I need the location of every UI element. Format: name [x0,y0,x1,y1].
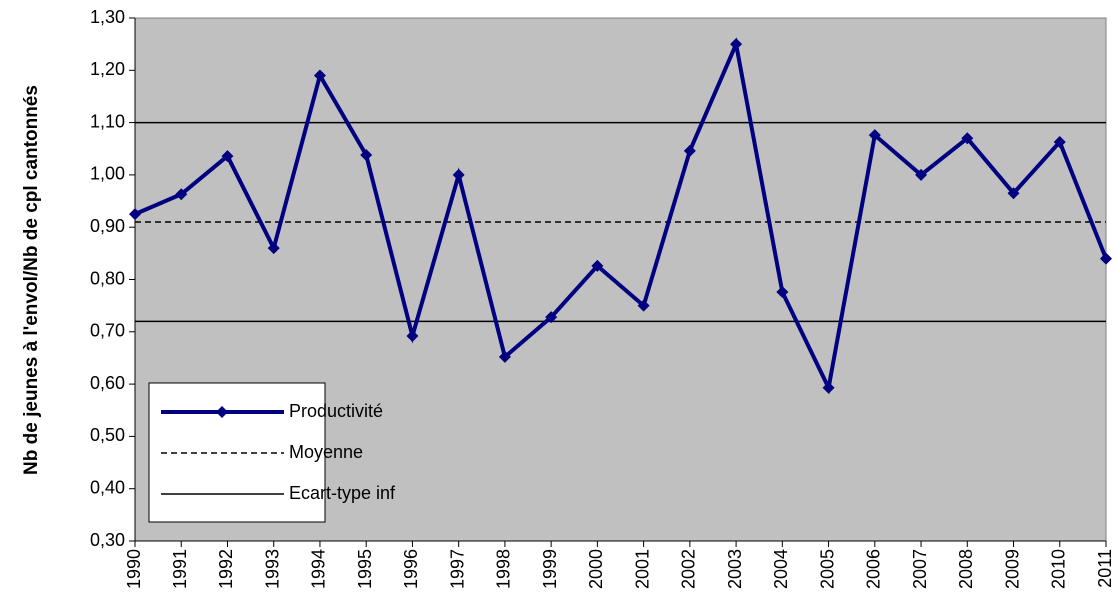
y-tick-label: 1,00 [90,164,125,184]
x-tick-label: 1992 [216,549,236,589]
y-tick-label: 0,80 [90,268,125,288]
point [637,299,650,312]
legend-label: Moyenne [289,442,363,462]
x-tick-label: 1998 [494,549,514,589]
point [868,129,881,142]
x-tick-label: 2006 [864,549,884,589]
x-tick-label: 2004 [771,549,791,589]
point [683,144,696,157]
point [129,208,141,221]
point [221,150,234,163]
x-tick-label: 2009 [1002,549,1022,589]
legend-label: Ecart-type inf [289,483,396,503]
y-tick-label: 0,90 [90,216,125,236]
point [776,286,789,299]
x-tick-label: 2000 [586,549,606,589]
x-tick-label: 2005 [817,549,837,589]
legend-label: Productivité [289,401,383,421]
y-axis-label: Nb de jeunes à l'envol/Nb de cpl cantonn… [21,85,42,475]
x-tick-label: 2008 [956,549,976,589]
point [591,259,604,272]
point [961,132,974,145]
x-tick-label: 1993 [262,549,282,589]
point [1053,135,1066,148]
point [1100,252,1112,265]
y-tick-label: 1,10 [90,111,125,131]
legend-marker [216,406,228,418]
x-tick-label: 2011 [1095,549,1115,588]
x-tick-label: 2003 [725,549,745,589]
point [406,329,419,342]
x-tick-label: 1996 [401,549,421,589]
y-tick-label: 1,30 [90,7,125,27]
y-tick-label: 0,60 [90,373,125,393]
point [313,69,326,82]
x-tick-label: 1991 [170,549,190,589]
point [730,38,743,51]
x-tick-label: 2001 [632,549,652,589]
y-tick-label: 1,20 [90,59,125,79]
point [1007,187,1020,200]
y-tick-label: 0,70 [90,321,125,341]
x-tick-label: 1997 [447,549,467,589]
point [267,242,280,255]
series-line [134,37,1108,395]
point [360,149,373,162]
point [915,168,928,181]
x-tick-label: 2007 [910,549,930,589]
point [545,311,558,324]
y-tick-label: 0,50 [90,425,125,445]
point [452,168,465,181]
point [175,188,188,201]
x-tick-label: 2010 [1049,549,1069,589]
y-tick-label: 0,30 [90,530,125,550]
x-tick-label: 1995 [355,549,375,589]
x-tick-label: 1990 [124,549,144,589]
x-tick-label: 1994 [309,549,329,589]
point [498,350,511,363]
x-tick-label: 1999 [540,549,560,589]
point [822,381,835,394]
x-tick-label: 2002 [679,549,699,589]
y-tick-label: 0,40 [90,477,125,497]
